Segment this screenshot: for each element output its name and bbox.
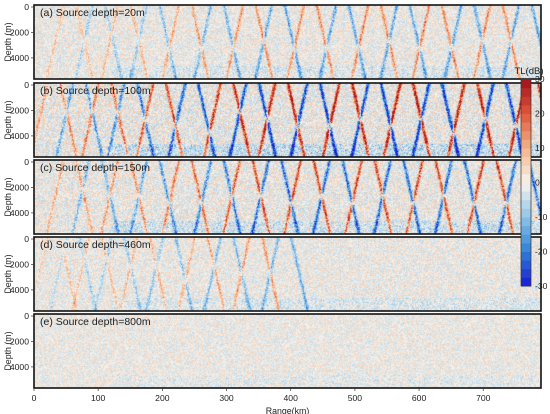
x-tick-label: 0: [32, 393, 37, 403]
colorbar-band: [521, 139, 531, 149]
colorbar-tick-label: 30: [535, 74, 545, 84]
y-axis-label: Depth (m): [3, 177, 13, 216]
colorbar-band: [521, 122, 531, 132]
x-tick-label: 500: [348, 393, 363, 403]
colorbar-band: [521, 234, 531, 244]
colorbar-band: [521, 268, 531, 278]
heatmap-1: [34, 5, 541, 79]
y-tick-label: 0: [24, 2, 29, 12]
colorbar-band: [521, 79, 531, 89]
y-tick-label: 4000: [10, 208, 29, 218]
heatmap-2: [34, 83, 541, 157]
colorbar-tick-label: -30: [535, 281, 548, 291]
x-tick-label: 300: [219, 393, 234, 403]
colorbar-band: [521, 242, 531, 252]
colorbar-tick-label: 10: [535, 143, 545, 153]
colorbar-band: [521, 148, 531, 158]
x-tick-label: 700: [476, 393, 491, 403]
colorbar-band: [521, 96, 531, 106]
colorbar-band: [521, 277, 531, 287]
heatmap-5: [34, 314, 541, 388]
x-tick-label: 400: [284, 393, 299, 403]
y-tick-label: 0: [24, 311, 29, 321]
colorbar-band: [521, 156, 531, 166]
y-tick-label: 0: [24, 234, 29, 244]
y-tick-label: 2000: [10, 336, 29, 346]
heatmap-4: [34, 237, 541, 311]
colorbar-band: [521, 225, 531, 235]
panel-frame: [33, 313, 542, 389]
colorbar-title: TL(dB): [514, 66, 543, 77]
colorbar-band: [521, 260, 531, 270]
y-tick-label: 2000: [10, 105, 29, 115]
colorbar-tick-label: -10: [535, 212, 548, 222]
colorbar-tick-label: 20: [535, 109, 545, 119]
colorbar-band: [521, 217, 531, 227]
panel-frame: [33, 82, 542, 158]
heatmap-3: [34, 160, 541, 234]
panel-title: (d) Source depth=460m: [40, 239, 151, 251]
x-axis: Range(km) 0 100 200 300 400 500 600 700: [32, 388, 491, 414]
y-tick-label: 0: [24, 80, 29, 90]
y-tick-label: 4000: [10, 53, 29, 63]
colorbar-band: [521, 182, 531, 192]
y-axis-label: Depth (m): [3, 100, 13, 139]
colorbar-tick-label: -20: [535, 247, 548, 257]
panel-frame: [33, 159, 542, 235]
y-tick-label: 4000: [10, 285, 29, 295]
panel-title: (b) Source depth=100m: [40, 85, 151, 97]
y-tick-label: 4000: [10, 362, 29, 372]
colorbar-tick-label: 0: [535, 178, 540, 188]
colorbar-band: [521, 113, 531, 123]
y-tick-label: 4000: [10, 131, 29, 141]
panel-title: (e) Source depth=800m: [40, 316, 151, 328]
colorbar-band: [521, 191, 531, 201]
y-tick-label: 2000: [10, 182, 29, 192]
panel-title: (a) Source depth=20m: [40, 7, 145, 19]
colorbar-band: [521, 173, 531, 183]
x-tick-label: 600: [412, 393, 427, 403]
y-tick-label: 2000: [10, 259, 29, 269]
panel-frame: [33, 236, 542, 312]
colorbar-band: [521, 104, 531, 114]
colorbar-band: [521, 199, 531, 209]
colorbar-band: [521, 130, 531, 140]
y-tick-label: 0: [24, 157, 29, 167]
x-tick-label: 100: [91, 393, 106, 403]
colorbar-band: [521, 87, 531, 97]
colorbar-band: [521, 251, 531, 261]
y-axis-label: Depth (m): [3, 22, 13, 61]
colorbar: TL(dB) 30 20 10 0 -10 -20 -30: [514, 66, 547, 291]
panel-title: (c) Source depth=150m: [40, 162, 150, 174]
x-tick-label: 200: [155, 393, 170, 403]
y-axis-label: Depth (m): [3, 254, 13, 293]
colorbar-band: [521, 208, 531, 218]
y-axis-label: Depth (m): [3, 331, 13, 370]
colorbar-frame: [520, 78, 532, 287]
colorbar-band: [521, 165, 531, 175]
x-axis-label: Range(km): [266, 406, 310, 414]
panel-frame: [33, 4, 542, 80]
y-tick-label: 2000: [10, 27, 29, 37]
